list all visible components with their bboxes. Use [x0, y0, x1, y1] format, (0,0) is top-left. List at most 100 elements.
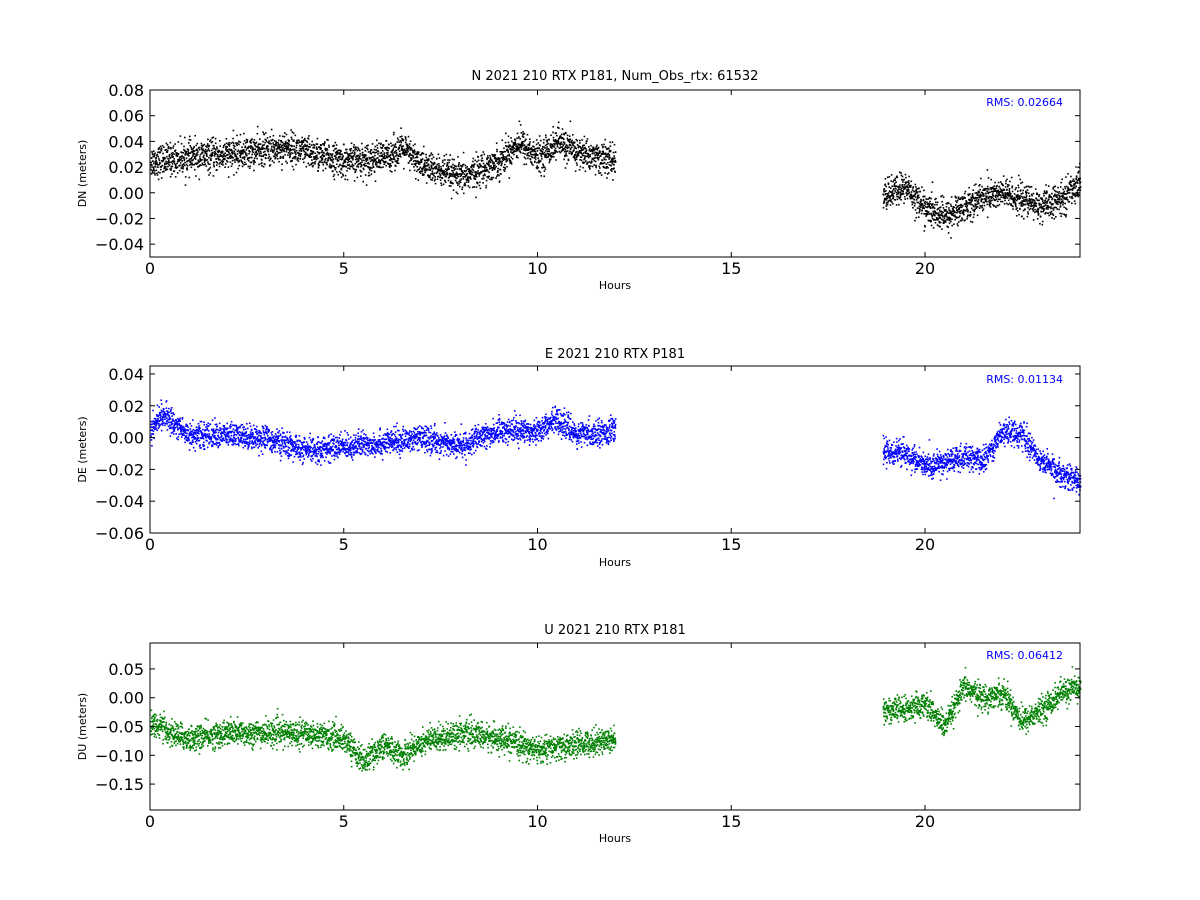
data-point — [175, 419, 178, 422]
data-point — [411, 158, 413, 160]
data-point — [988, 203, 991, 206]
data-point — [277, 141, 279, 144]
data-point — [189, 442, 192, 445]
data-point — [891, 190, 894, 192]
data-point — [549, 152, 552, 155]
data-point — [550, 134, 552, 136]
data-point — [601, 152, 604, 155]
scatter-points — [150, 120, 1082, 239]
data-point — [191, 150, 194, 152]
data-point — [1062, 188, 1064, 191]
data-point — [331, 164, 333, 167]
data-point — [1058, 193, 1060, 195]
data-point — [549, 155, 552, 158]
data-point — [895, 188, 897, 190]
data-point — [1051, 192, 1053, 195]
data-point — [937, 219, 939, 221]
data-point — [1074, 193, 1077, 196]
data-point — [325, 157, 327, 160]
data-point — [193, 436, 195, 439]
data-point — [166, 151, 169, 153]
data-point — [533, 150, 535, 153]
data-point — [375, 149, 377, 151]
data-point — [175, 152, 177, 154]
data-point — [1055, 190, 1057, 193]
data-point — [254, 153, 256, 155]
data-point — [239, 133, 242, 136]
data-point — [464, 183, 466, 186]
data-point — [581, 153, 584, 155]
data-point — [472, 186, 474, 189]
data-point — [542, 164, 545, 167]
data-point — [912, 207, 914, 209]
data-point — [409, 149, 412, 151]
data-point — [169, 418, 172, 420]
data-point — [185, 157, 188, 160]
data-point — [1019, 197, 1022, 199]
data-point — [604, 146, 607, 148]
data-point — [416, 156, 419, 159]
data-point — [548, 161, 551, 164]
data-point — [1034, 188, 1037, 190]
data-point — [454, 175, 456, 177]
data-point — [546, 141, 549, 143]
data-point — [1076, 179, 1079, 182]
data-point — [998, 191, 1001, 193]
data-point — [610, 168, 613, 170]
data-point — [980, 177, 982, 180]
data-point — [213, 164, 215, 166]
data-point — [1003, 193, 1005, 196]
data-point — [185, 153, 187, 156]
data-point — [520, 146, 522, 149]
data-point — [543, 170, 546, 172]
data-point — [460, 166, 463, 168]
data-point — [961, 196, 963, 198]
data-point — [172, 145, 175, 147]
data-point — [1026, 202, 1029, 204]
data-point — [338, 170, 341, 173]
data-point — [243, 149, 245, 152]
data-point — [1035, 202, 1038, 205]
data-point — [995, 198, 998, 200]
data-point — [268, 155, 271, 158]
data-point — [321, 161, 323, 164]
data-point — [560, 133, 563, 136]
data-point — [997, 192, 1000, 194]
data-point — [1000, 196, 1003, 199]
data-point — [513, 150, 516, 153]
data-point — [1032, 210, 1034, 212]
data-point — [252, 148, 255, 151]
data-point — [907, 184, 910, 186]
data-point — [379, 160, 382, 162]
data-point — [553, 144, 556, 146]
data-point — [249, 165, 251, 168]
data-point — [1056, 208, 1059, 210]
data-point — [513, 153, 515, 156]
data-point — [262, 144, 264, 147]
data-point — [176, 417, 179, 420]
data-point — [300, 153, 302, 155]
data-point — [580, 149, 582, 152]
y-tick-label: −0.04 — [95, 235, 144, 254]
data-point — [480, 171, 483, 174]
data-point — [200, 437, 203, 439]
data-point — [320, 151, 323, 154]
data-point — [160, 403, 163, 405]
data-point — [264, 138, 266, 141]
data-point — [941, 200, 943, 203]
data-point — [436, 163, 439, 166]
data-point — [479, 181, 481, 184]
data-point — [177, 141, 180, 143]
data-point — [995, 190, 997, 192]
data-point — [152, 433, 155, 435]
data-point — [923, 202, 926, 204]
data-point — [274, 145, 277, 147]
data-point — [935, 218, 938, 221]
data-point — [919, 190, 921, 193]
data-point — [1030, 201, 1032, 204]
data-point — [157, 155, 159, 158]
data-point — [166, 144, 169, 146]
data-point — [232, 141, 234, 144]
data-point — [297, 160, 300, 162]
data-point — [966, 204, 969, 207]
